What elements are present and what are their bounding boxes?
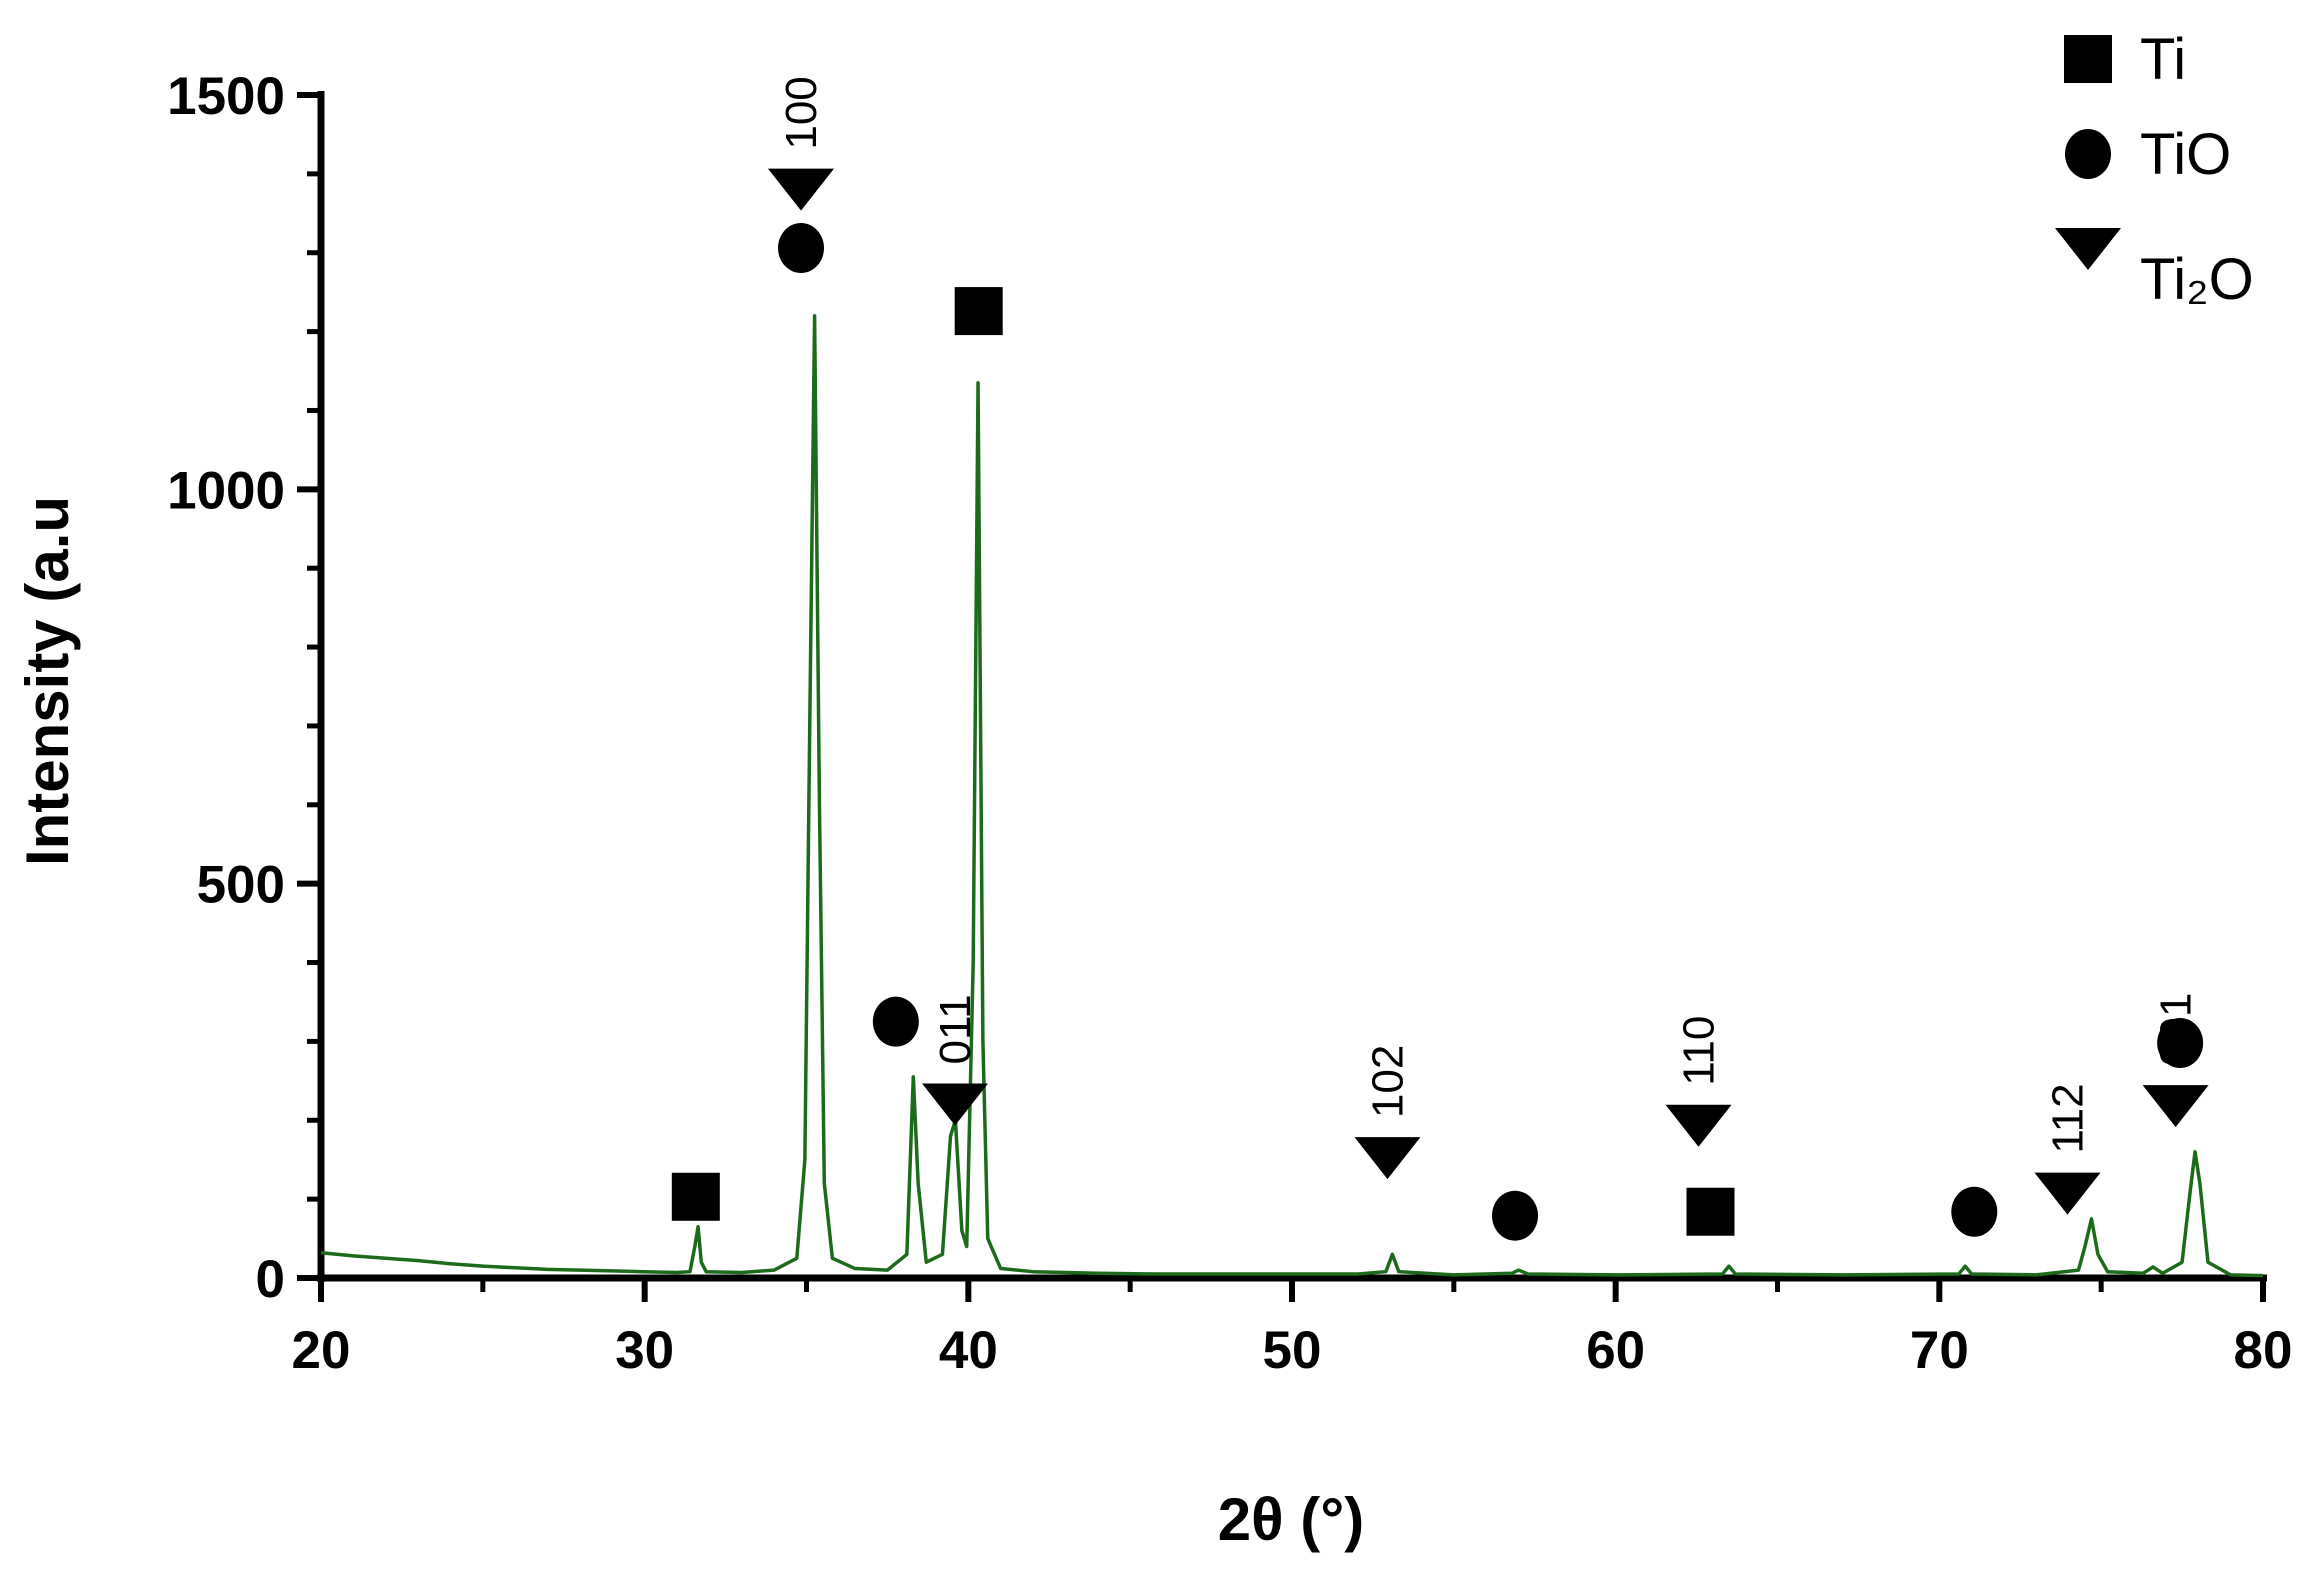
peak-label: 011 [931,994,980,1064]
y-tick-label: 1500 [167,67,285,126]
x-tick-label: 80 [2234,1321,2293,1380]
peak-marker [777,223,824,274]
xrd-line [320,314,2264,1278]
x-tick-label: 30 [615,1321,674,1380]
legend-marker [2065,129,2111,179]
peak-label: 110 [1675,1016,1724,1086]
y-tick-label: 1000 [167,461,285,520]
peak-marker [1354,1137,1421,1180]
legend-marker [2055,228,2121,270]
peak-label: 112 [2044,1083,2093,1153]
x-tick-label: 70 [1910,1321,1969,1380]
peak-marker [872,996,919,1047]
peak-label: 100 [777,76,826,149]
peak-marker [1492,1190,1539,1241]
legend-label: Ti₂O [2140,247,2254,312]
y-axis-title: Intensity (a.u [14,496,81,866]
peak-label: 102 [1363,1045,1412,1118]
x-tick-label: 20 [292,1321,351,1380]
peak-marker [1686,1187,1735,1236]
peak-marker [954,287,1003,336]
x-tick-label: 40 [939,1321,998,1380]
peak-marker [1665,1104,1732,1147]
x-tick-label: 60 [1586,1321,1645,1380]
peak-marker [2157,1017,2204,1068]
y-tick-label: 500 [197,856,285,915]
peak-marker [2142,1085,2209,1128]
x-axis-title: 2θ (°) [1218,1486,1364,1553]
y-tick-label: 0 [256,1250,285,1309]
peak-marker [1951,1186,1998,1237]
peak-marker [2034,1172,2101,1215]
peak-marker [922,1083,989,1126]
legend-marker [2064,35,2112,83]
legend-label: Ti [2140,27,2186,92]
x-tick-label: 50 [1263,1321,1322,1380]
legend-label: TiO [2140,122,2231,187]
peak-marker [671,1172,720,1221]
peak-marker [767,168,834,211]
